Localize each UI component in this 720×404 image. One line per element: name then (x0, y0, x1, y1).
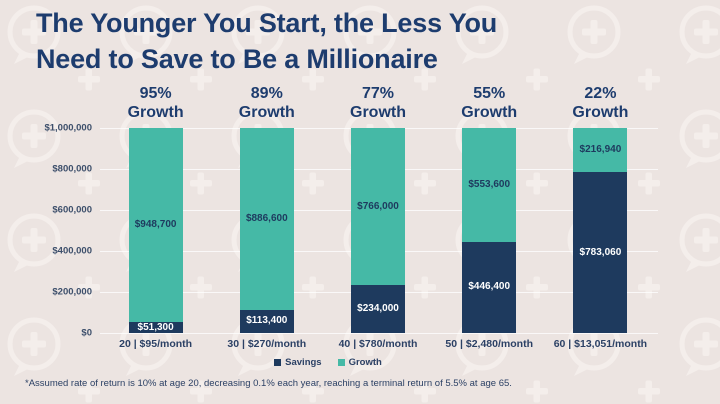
bar-column: 22% Growth $216,940 $783,060 60 | $13,051/mo… (545, 85, 656, 350)
x-axis-label: 60 | $13,051/month (553, 338, 648, 350)
savings-segment: $113,400 (239, 309, 294, 333)
growth-percent-header: 22% Growth (545, 85, 656, 123)
bar-column: 89% Growth $886,600 $113,400 30 | $270/month (211, 85, 322, 350)
stacked-bar: $216,940 $783,060 (573, 128, 628, 333)
x-axis-label: 30 | $270/month (227, 338, 307, 350)
growth-percent: 89% (250, 85, 283, 103)
y-tick-label: $0 (81, 327, 92, 339)
y-tick-label: $400,000 (52, 245, 92, 257)
growth-segment: $766,000 (351, 128, 405, 286)
savings-value-label: $113,400 (246, 315, 288, 327)
growth-percent-header: 95% Growth (100, 85, 211, 123)
growth-percent-header: 89% Growth (211, 85, 322, 123)
growth-value-label: $216,940 (579, 144, 622, 156)
growth-word: Growth (127, 104, 184, 122)
bar-column: 95% Growth $948,700 $51,300 20 | $95/month (100, 85, 211, 350)
y-axis: $1,000,000 $800,000 $600,000 $400,000 $200,0… (14, 123, 92, 339)
legend-item: Growth (337, 357, 382, 368)
legend-label: Savings (285, 357, 322, 368)
savings-segment: $51,300 (128, 321, 183, 333)
y-tick-label: $1,000,000 (44, 122, 92, 134)
bar-column: 55% Growth $553,600 $446,400 50 | $2,480/mon… (434, 85, 545, 350)
savings-value-label: $234,000 (357, 303, 399, 315)
growth-percent-header: 77% Growth (322, 85, 433, 123)
y-tick-label: $800,000 (52, 163, 92, 175)
growth-value-label: $553,600 (468, 178, 511, 190)
legend-swatch-icon (337, 359, 345, 366)
growth-percent: 55% (473, 85, 506, 103)
growth-value-label: $886,600 (245, 212, 288, 224)
y-tick-label: $600,000 (52, 204, 92, 216)
growth-word: Growth (572, 104, 629, 122)
growth-value-label: $766,000 (357, 200, 399, 212)
growth-segment: $553,600 (462, 128, 517, 242)
savings-segment: $234,000 (351, 285, 405, 333)
gridline (100, 333, 658, 334)
growth-segment: $886,600 (239, 128, 294, 310)
savings-value-label: $51,300 (137, 321, 174, 333)
growth-word: Growth (350, 104, 406, 122)
y-tick-label: $200,000 (52, 286, 92, 298)
legend-swatch-icon (274, 359, 282, 366)
stacked-bar: $886,600 $113,400 (239, 128, 294, 333)
savings-segment: $783,060 (573, 172, 628, 333)
stacked-bar-chart: $1,000,000 $800,000 $600,000 $400,000 $200,0… (44, 85, 658, 350)
stacked-bar: $948,700 $51,300 (128, 128, 183, 333)
legend-item: Savings (274, 357, 322, 368)
growth-value-label: $948,700 (134, 219, 177, 231)
savings-value-label: $446,400 (468, 281, 511, 293)
x-axis-label: 20 | $95/month (119, 338, 193, 350)
legend: Savings Growth (0, 357, 656, 368)
savings-segment: $446,400 (462, 241, 517, 333)
footnote: *Assumed rate of return is 10% at age 20… (25, 378, 512, 389)
growth-percent-header: 55% Growth (434, 85, 545, 123)
bar-columns: 95% Growth $948,700 $51,300 20 | $95/month 89… (100, 85, 656, 350)
growth-word: Growth (238, 104, 295, 122)
growth-word: Growth (461, 104, 518, 122)
bar-column: 77% Growth $766,000 $234,000 40 | $780/month (322, 85, 433, 350)
growth-segment: $216,940 (573, 128, 628, 173)
growth-percent: 95% (139, 85, 172, 103)
savings-value-label: $783,060 (579, 246, 622, 258)
growth-segment: $948,700 (128, 128, 183, 323)
x-axis-label: 40 | $780/month (338, 338, 418, 350)
legend-label: Growth (348, 357, 382, 368)
stacked-bar: $766,000 $234,000 (351, 128, 405, 333)
page-title-line2: Need to Save to Be a Millionaire (36, 43, 438, 74)
page-title-line1: The Younger You Start, the Less You (36, 8, 498, 38)
x-axis-label: 50 | $2,480/month (445, 338, 533, 350)
growth-percent: 77% (361, 85, 395, 103)
page-title: The Younger You Start, the Less You Need… (36, 6, 497, 77)
growth-percent: 22% (584, 85, 617, 103)
stacked-bar: $553,600 $446,400 (462, 128, 517, 333)
